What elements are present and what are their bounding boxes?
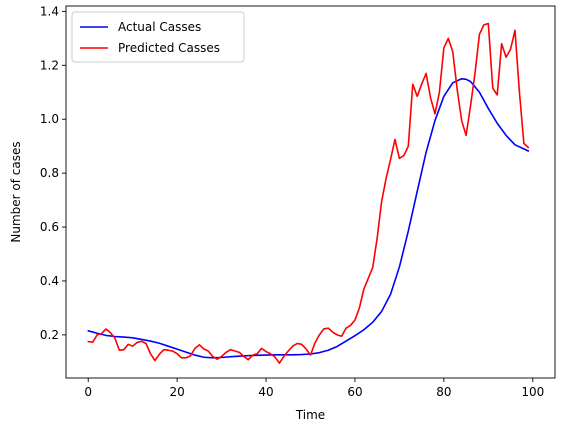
plot-area [65,5,556,379]
x-tick-label: 60 [347,385,362,399]
legend-label-predicted: Predicted Casses [118,41,220,55]
x-tick-label: 100 [521,385,544,399]
x-tick-label: 0 [84,385,92,399]
y-tick-label: 1.0 [40,112,59,126]
axis-ticks: 0 20 40 60 80 100 0.2 0.4 0.6 0.8 1.0 1.2 1.4 [40,4,544,399]
y-tick-label: 0.2 [40,328,59,342]
series-line-actual [87,77,530,359]
y-tick-label: 1.2 [40,58,59,72]
x-tick-label: 40 [258,385,273,399]
y-tick-label: 0.8 [40,166,59,180]
x-tick-label: 80 [436,385,451,399]
legend-label-actual: Actual Casses [118,20,201,34]
y-tick-label: 1.4 [40,4,59,18]
x-axis-label: Time [295,408,325,422]
y-tick-label: 0.4 [40,274,59,288]
axes-frame [65,5,556,379]
x-tick-label: 20 [169,385,184,399]
legend-box [71,11,245,63]
series-line-predicted [87,22,530,364]
y-axis-label: Number of cases [9,141,23,242]
legend: Actual Casses Predicted Casses [71,11,245,63]
y-tick-label: 0.6 [40,220,59,234]
